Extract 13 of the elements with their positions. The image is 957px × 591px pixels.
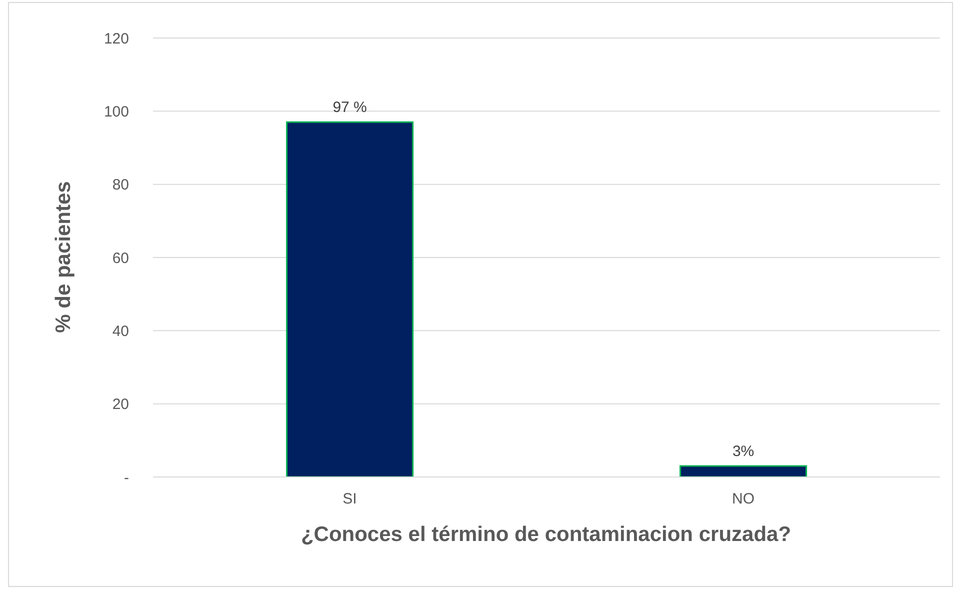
y-tick-label: 80 [112,176,129,194]
x-tick-label: NO [732,490,754,508]
y-tick-label: 40 [112,322,129,340]
y-tick-label: 20 [112,396,129,414]
y-tick-label: 120 [104,30,129,48]
y-tick-label: 100 [104,103,129,120]
y-tick-label: - [124,469,129,486]
data-label: 97 % [332,99,367,116]
y-tick-label: 60 [112,250,129,267]
data-label: 3% [732,443,754,460]
y-axis-title: % de pacientes [52,181,76,333]
x-axis-title: ¿Conoces el término de contaminacion cruzada? [300,523,792,547]
x-tick-label: SI [342,490,357,508]
